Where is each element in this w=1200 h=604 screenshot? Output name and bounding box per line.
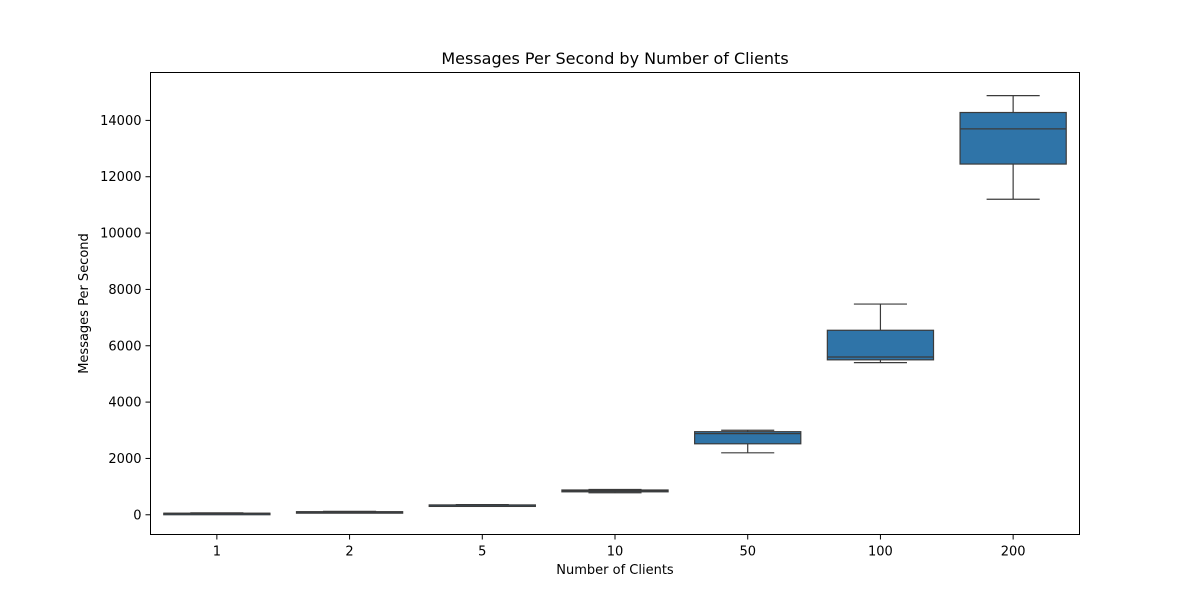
x-tick-label: 50: [739, 545, 756, 560]
box-iqr: [694, 431, 802, 445]
box-group-1: [163, 512, 271, 516]
axes-frame: [150, 72, 1080, 535]
y-tick-label: 0: [133, 508, 141, 523]
x-tick-label: 2: [345, 545, 353, 560]
x-axis-label: Number of Clients: [556, 563, 674, 578]
x-tick-label: 5: [478, 545, 486, 560]
y-tick-label: 14000: [100, 114, 141, 129]
chart-title: Messages Per Second by Number of Clients: [441, 49, 788, 68]
y-tick-label: 6000: [108, 339, 141, 354]
y-tick-label: 12000: [100, 170, 141, 185]
box-group-100: [826, 303, 935, 364]
x-tick-label: 10: [607, 545, 624, 560]
y-tick-label: 4000: [108, 396, 141, 411]
y-tick-label: 2000: [108, 452, 141, 467]
y-axis-label: Messages Per Second: [77, 233, 92, 374]
axis-ticks-layer: 1 2 5 10 50 100 200020004000600080001000012000…: [100, 114, 1025, 560]
box-group-50: [694, 429, 802, 454]
box-group-10: [561, 488, 669, 494]
box-iqr: [959, 111, 1067, 165]
boxes-layer: [163, 94, 1067, 516]
x-tick-label: 100: [868, 545, 893, 560]
y-tick-label: 8000: [108, 283, 141, 298]
box-group-2: [295, 510, 404, 514]
box-group-5: [428, 504, 536, 508]
box-group-200: [959, 94, 1067, 200]
y-tick-label: 10000: [100, 227, 141, 242]
x-tick-label: 200: [1001, 545, 1026, 560]
x-tick-label: 1: [213, 545, 221, 560]
box-iqr: [826, 329, 935, 361]
